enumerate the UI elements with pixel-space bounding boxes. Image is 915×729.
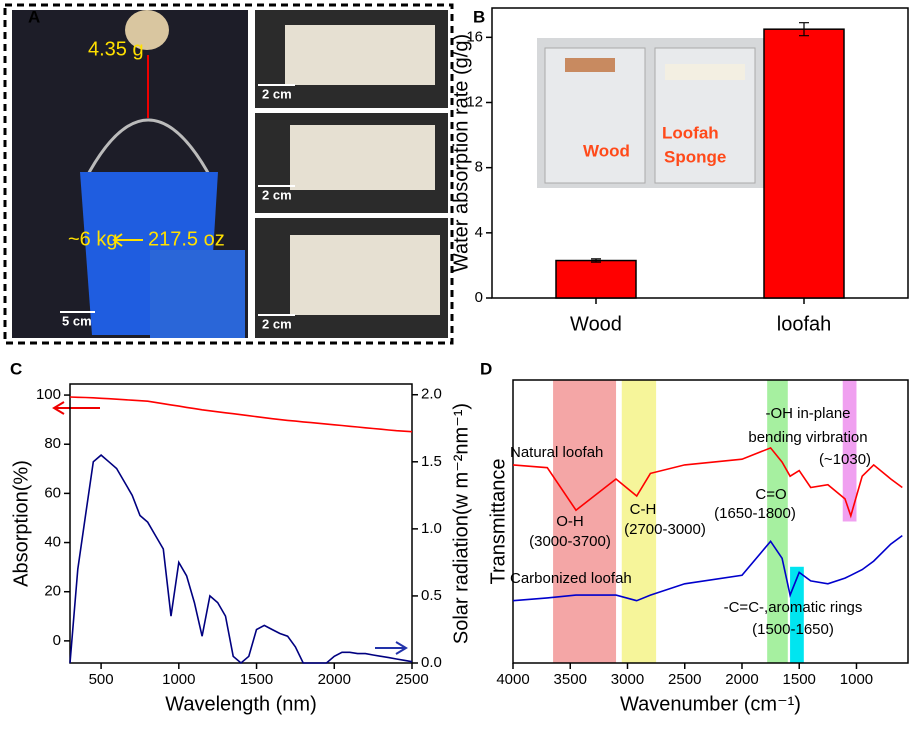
scale-label: 2 cm [262, 187, 292, 202]
series-label: Natural loofah [510, 444, 603, 461]
plot-frame [491, 7, 909, 299]
bar [555, 259, 637, 299]
axis-label: Transmittance [487, 459, 509, 585]
annotation: (2700-3000) [624, 521, 706, 538]
panel-border [3, 3, 454, 345]
y-tick-label: 2.0 [421, 386, 442, 403]
band [621, 380, 657, 663]
data-line [69, 454, 413, 665]
loofah-piece [665, 64, 745, 80]
error-bar [591, 258, 601, 263]
inset-label: Sponge [664, 147, 726, 166]
x-tick-label: 1500 [783, 671, 816, 688]
loofah-piece [125, 10, 169, 50]
annotation: -OH in-plane [765, 405, 850, 422]
y-tick-label: 16 [466, 28, 483, 45]
y-tick-label: 8 [475, 159, 483, 176]
loofah [290, 125, 435, 190]
x-tick-label: 3000 [611, 671, 644, 688]
arrow [112, 233, 143, 247]
error-bar [799, 22, 809, 37]
annotation: bending virbration [748, 429, 867, 446]
x-tick-label: 1000 [162, 671, 195, 688]
data-line [512, 534, 903, 602]
panel-label: D [480, 359, 492, 378]
plot-frame [512, 379, 909, 664]
annotation: -C=C-,aromatic rings [724, 599, 863, 616]
annotation: C=O [755, 486, 786, 503]
y-tick-label: 60 [44, 484, 61, 501]
arrow [52, 401, 100, 415]
annotation: (~1030) [819, 451, 871, 468]
y-tick-label: 4 [475, 224, 483, 241]
handle [83, 118, 214, 181]
axis-label: Water absorption rate (g/g) [450, 34, 472, 272]
x-tick-label: 500 [89, 671, 114, 688]
photo-label: 4.35 g [88, 38, 144, 60]
data-line [512, 446, 903, 519]
inset-label: Loofah [662, 123, 719, 142]
axis-label: Wavelength (nm) [165, 693, 317, 715]
photo-label: 217.5 oz [148, 228, 225, 250]
scale-label: 2 cm [262, 316, 292, 331]
annotation: C-H [630, 501, 657, 518]
y-tick-label: 1.5 [421, 453, 442, 470]
y-tick-label: 12 [466, 93, 483, 110]
band [553, 380, 617, 663]
x-tick-label: 1500 [240, 671, 273, 688]
scale-label: 2 cm [262, 86, 292, 101]
inset-photo [150, 250, 245, 338]
axis-label: Wavenumber (cm⁻¹) [620, 693, 801, 715]
wood-piece [565, 58, 615, 72]
y-tick-label: 40 [44, 534, 61, 551]
scale-label: 5 cm [62, 313, 92, 328]
inset-label: Wood [583, 141, 630, 160]
plot-frame [69, 383, 413, 664]
y-tick-label: 1.0 [421, 520, 442, 537]
series-label: Carbonized loofah [510, 570, 632, 587]
band [790, 566, 804, 663]
x-tick-label: 2000 [725, 671, 758, 688]
annotation: (1650-1800) [714, 505, 796, 522]
x-tick-label: 1000 [840, 671, 873, 688]
x-tick-label: 2500 [668, 671, 701, 688]
x-tick-label: loofah [777, 313, 832, 335]
y-tick-label: 0.5 [421, 587, 442, 604]
bar [763, 28, 845, 299]
data-line [69, 396, 413, 433]
loofah [290, 235, 440, 315]
x-tick-label: Wood [570, 313, 622, 335]
y-tick-label: 0 [475, 289, 483, 306]
x-tick-label: 2500 [395, 671, 428, 688]
x-tick-label: 3500 [554, 671, 587, 688]
axis-label: Absorption(%) [10, 460, 32, 587]
y-tick-label: 0.0 [421, 654, 442, 671]
annotation: (3000-3700) [529, 533, 611, 550]
y-tick-label: 80 [44, 435, 61, 452]
arrow [375, 641, 408, 655]
y-tick-label: 100 [36, 386, 61, 403]
panel-label: B [473, 7, 485, 26]
panel-label: C [10, 359, 22, 378]
x-tick-label: 4000 [496, 671, 529, 688]
loofah [285, 25, 435, 85]
y-tick-label: 0 [53, 632, 61, 649]
photo-label: ~6 kg [68, 228, 117, 250]
axis-label: Solar radiation(w m⁻²nm⁻¹) [450, 403, 472, 644]
band [842, 380, 857, 522]
y-tick-label: 20 [44, 583, 61, 600]
panel-label: A [28, 7, 40, 26]
x-tick-label: 2000 [318, 671, 351, 688]
annotation: (1500-1650) [752, 621, 834, 638]
annotation: O-H [556, 513, 584, 530]
